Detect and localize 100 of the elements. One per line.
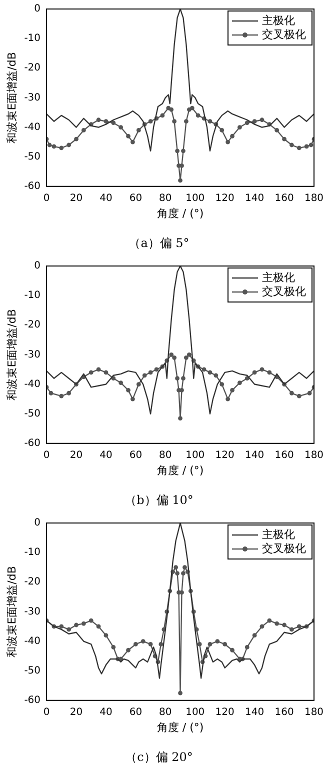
text: （a）偏 5°	[128, 236, 190, 250]
legend-label: 交叉极化	[262, 542, 306, 555]
legend-label: 交叉极化	[262, 28, 306, 41]
point	[226, 396, 230, 402]
y-tick-label: -60	[24, 180, 41, 192]
point	[118, 125, 124, 130]
x-tick-label: 80	[159, 706, 172, 718]
x-tick-label: 120	[215, 450, 234, 461]
point	[181, 376, 186, 381]
y-tick-label: -50	[24, 665, 41, 676]
point	[81, 621, 86, 626]
point	[308, 142, 314, 148]
point	[174, 565, 178, 570]
x-tick-label: 0	[43, 450, 50, 461]
point	[202, 367, 206, 372]
point	[274, 128, 280, 132]
y-axis-title: 和波束E面增益/dB	[5, 52, 18, 144]
x-tick-label: 20	[70, 192, 83, 204]
x-tick-label: 140	[245, 192, 264, 204]
point	[148, 642, 153, 646]
point	[178, 690, 182, 696]
point	[172, 119, 177, 124]
point	[59, 146, 64, 150]
x-tick-label: 100	[186, 450, 205, 461]
x-tick-label: 160	[274, 450, 294, 461]
point	[133, 642, 138, 646]
point	[66, 142, 72, 148]
point	[136, 382, 141, 386]
text: （c）偏 20°	[125, 750, 193, 764]
point	[178, 178, 182, 183]
point	[226, 140, 230, 144]
point	[74, 136, 78, 142]
point	[282, 622, 286, 628]
point	[182, 565, 187, 570]
point	[238, 380, 242, 385]
x-tick-label: 180	[304, 192, 324, 204]
point	[175, 571, 180, 576]
y-tick-label: 0	[34, 4, 41, 15]
point	[180, 164, 184, 168]
point	[111, 120, 116, 126]
y-tick-label: -50	[24, 151, 41, 162]
legend-label: 主极化	[262, 528, 295, 541]
x-tick-label: 80	[159, 450, 172, 461]
point	[118, 380, 124, 385]
y-tick-label: 0	[34, 518, 41, 529]
point	[169, 352, 174, 357]
point	[126, 648, 130, 652]
point	[140, 639, 146, 644]
y-tick-label: -20	[24, 576, 41, 588]
point	[96, 118, 101, 122]
point	[296, 624, 302, 629]
x-tick-label: 40	[100, 192, 112, 204]
point	[126, 388, 130, 392]
y-tick-label: -40	[24, 378, 41, 390]
point	[175, 376, 180, 381]
point	[230, 134, 234, 138]
x-axis-title: 角度 / (°)	[156, 206, 204, 220]
y-tick-label: -20	[24, 320, 41, 331]
x-tick-label: 160	[274, 706, 294, 718]
point	[230, 388, 234, 392]
y-tick-label: -60	[24, 694, 41, 706]
y-axis-title: 和波束E面增益/dB	[5, 309, 18, 400]
point	[74, 622, 78, 628]
x-tick-label: 20	[70, 706, 83, 718]
point	[220, 128, 224, 132]
legend-label: 交叉极化	[262, 284, 306, 298]
point	[88, 618, 94, 623]
point	[130, 396, 135, 402]
y-tick-label: -60	[24, 438, 41, 449]
text: （b）偏 10°	[124, 492, 194, 507]
point	[180, 388, 184, 392]
point	[220, 382, 224, 386]
point	[148, 119, 153, 124]
point	[160, 113, 165, 118]
y-axis-title: 和波束E面增益/dB	[5, 566, 18, 658]
point	[267, 618, 272, 623]
x-tick-label: 0	[43, 706, 50, 718]
point	[196, 113, 200, 118]
x-tick-label: 60	[129, 450, 142, 461]
point	[238, 125, 242, 130]
point	[104, 119, 108, 124]
point	[96, 367, 101, 372]
y-tick-label: 0	[34, 260, 41, 272]
point	[197, 642, 202, 646]
point	[181, 571, 186, 576]
point	[47, 142, 52, 148]
point	[81, 128, 86, 132]
point	[252, 119, 257, 124]
point	[66, 627, 72, 632]
point	[59, 394, 64, 398]
point	[175, 148, 180, 154]
x-tick-label: 60	[129, 192, 142, 204]
point	[178, 416, 182, 420]
point	[208, 370, 212, 375]
point	[158, 642, 164, 646]
point	[181, 148, 186, 154]
x-tick-label: 140	[245, 450, 264, 461]
point	[244, 644, 250, 650]
y-tick-label: -10	[24, 547, 41, 558]
point	[208, 119, 212, 124]
